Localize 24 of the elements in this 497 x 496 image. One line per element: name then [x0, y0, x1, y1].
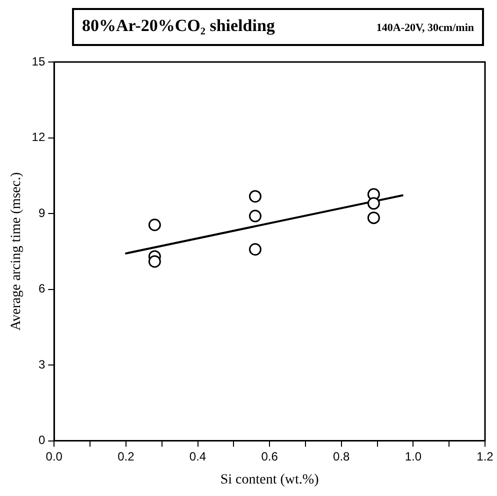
x-tick-label: 0.4 — [189, 449, 206, 464]
y-tick-label: 9 — [38, 206, 46, 220]
point — [148, 255, 161, 268]
x-tick-label: 0.2 — [118, 449, 135, 464]
x-tick-label: 1.0 — [404, 449, 422, 464]
point — [367, 197, 380, 210]
y-tick-label: 0 — [38, 433, 46, 448]
chart-subtitle: 140A-20V, 30cm/min — [376, 22, 474, 34]
point — [367, 212, 380, 224]
x-axis-title: Si content (wt.%) — [220, 472, 320, 488]
y-tick-label: 15 — [32, 54, 46, 68]
x-tick-label: 1.2 — [476, 449, 494, 464]
point — [148, 218, 161, 232]
x-tick-label: 0.6 — [261, 449, 278, 464]
y-tick-label: 3 — [38, 357, 46, 372]
x-tick-label: 0.8 — [333, 449, 350, 464]
y-tick-label: 12 — [32, 130, 46, 144]
point — [248, 190, 262, 203]
chart-title: 80%Ar-20%CO₂ shielding — [82, 16, 275, 36]
point — [248, 210, 262, 222]
y-axis-title: Average arcing time (msec.) — [9, 172, 24, 331]
point — [248, 243, 262, 256]
y-tick-label: 6 — [38, 282, 46, 296]
x-tick-label: 0.0 — [46, 449, 63, 464]
